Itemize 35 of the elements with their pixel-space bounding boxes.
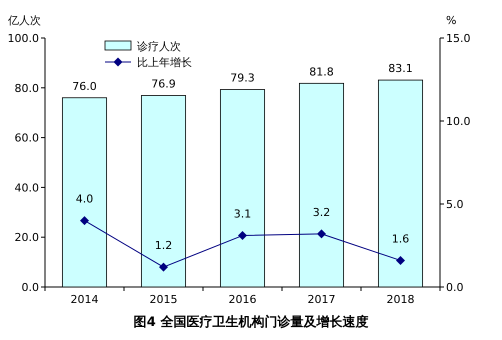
legend-label: 比上年增长 [137,56,192,69]
y2-axis-title: % [446,14,456,27]
y2-tick-label: 10.0 [446,115,470,128]
x-tick-label: 2016 [228,293,256,306]
y-tick-label: 80.0 [14,82,39,95]
x-tick-label: 2015 [150,293,178,306]
y-axis-title: 亿人次 [7,14,41,27]
data-label: 3.1 [234,208,252,221]
y-tick-label: 100.0 [8,32,39,45]
text: 图4 全国医疗卫生机构门诊量及增长速度 [134,314,368,330]
y2-tick-label: 5.0 [446,198,464,211]
data-label: 79.3 [230,72,255,85]
legend-label: 诊疗人次 [137,40,181,53]
point [159,262,168,272]
data-label: 1.2 [154,239,172,252]
point [317,229,326,238]
y-tick-label: 60.0 [14,132,39,145]
data-label: 1.6 [392,232,410,246]
data-label: 4.0 [76,192,94,206]
y-tick-label: 0.0 [22,281,39,294]
y2-tick-label: 0.0 [446,281,464,294]
point [238,231,247,240]
data-label: 76.9 [151,78,176,91]
point [80,216,89,226]
y-tick-label: 40.0 [14,181,39,194]
data-label: 81.8 [309,65,334,78]
data-label: 83.1 [388,62,413,76]
data-label: 3.2 [312,206,330,219]
x-tick-label: 2014 [70,293,98,306]
y-tick-label: 20.0 [14,231,39,244]
y2-tick-label: 15.0 [446,32,470,45]
point [396,256,405,265]
x-tick-label: 2018 [386,293,414,306]
x-tick-label: 2017 [308,293,336,306]
data-label: 76.0 [72,80,97,93]
